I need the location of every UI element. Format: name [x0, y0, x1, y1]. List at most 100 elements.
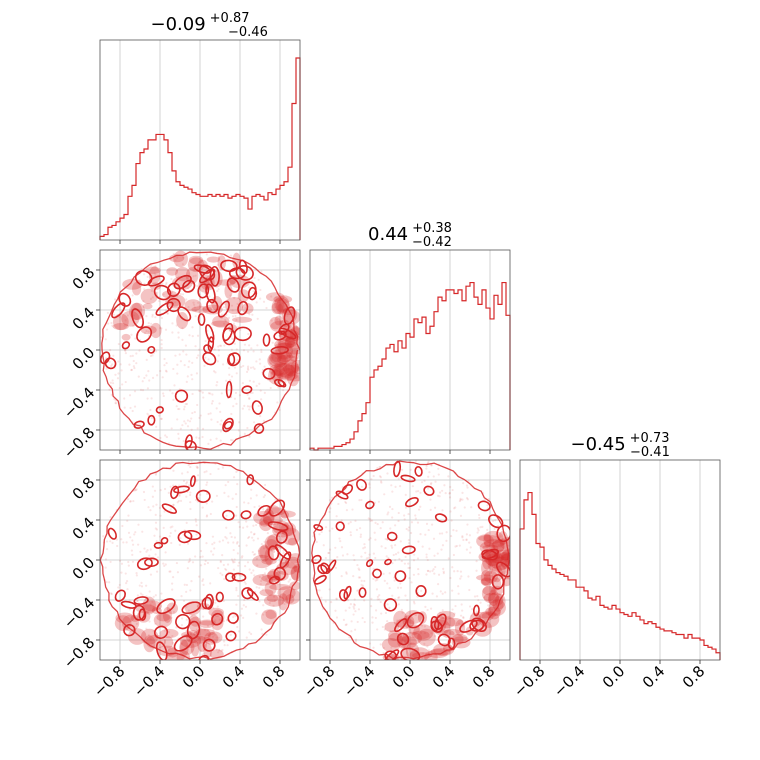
- sample-point: [215, 636, 218, 639]
- sample-point: [227, 541, 230, 544]
- sample-point: [244, 307, 247, 310]
- sample-point: [449, 576, 452, 580]
- sample-point: [217, 467, 220, 471]
- sample-point: [269, 386, 272, 390]
- contour-level: [251, 400, 263, 415]
- sample-point: [251, 313, 254, 316]
- sample-point: [138, 584, 141, 587]
- sample-point: [237, 630, 241, 633]
- contour-level: [283, 306, 296, 325]
- sample-point: [164, 563, 167, 566]
- density-fill: [483, 592, 500, 604]
- sample-point: [222, 620, 226, 623]
- sample-point: [442, 567, 445, 570]
- sample-point: [487, 608, 490, 611]
- sample-point: [169, 389, 172, 392]
- sample-point: [417, 540, 420, 543]
- sample-point: [175, 324, 178, 327]
- sample-point: [247, 536, 250, 540]
- sample-point: [276, 369, 279, 372]
- sample-point: [216, 605, 219, 608]
- density-fill: [481, 576, 493, 587]
- sample-point: [379, 643, 382, 646]
- sample-point: [357, 608, 361, 611]
- contour-level: [277, 379, 287, 388]
- sample-point: [232, 476, 236, 479]
- sample-point: [175, 264, 178, 267]
- sample-point: [262, 495, 265, 499]
- sample-point: [183, 420, 186, 423]
- sample-point: [162, 394, 165, 398]
- sample-point: [439, 611, 442, 614]
- sample-point: [427, 649, 431, 652]
- y-tick-labels: −0.8−0.40.00.40.8−0.8−0.40.00.40.8: [60, 264, 98, 672]
- sample-point: [403, 514, 406, 517]
- sample-point: [190, 447, 193, 450]
- sample-point: [219, 423, 222, 426]
- sample-point: [407, 566, 410, 570]
- density-fill: [269, 316, 282, 330]
- sample-point: [218, 540, 221, 543]
- sample-point: [134, 337, 137, 340]
- sample-point: [120, 369, 123, 372]
- sample-point: [260, 523, 263, 527]
- sample-point: [188, 557, 191, 560]
- sample-point: [260, 628, 263, 631]
- sample-point: [148, 590, 151, 593]
- sample-point: [235, 402, 238, 405]
- sample-point: [175, 626, 178, 629]
- sample-point: [189, 632, 193, 636]
- sample-point: [369, 537, 372, 540]
- sample-point: [487, 604, 490, 607]
- density-fill: [393, 610, 408, 628]
- contour-level: [372, 568, 382, 579]
- density-fill: [497, 563, 506, 578]
- density-fill: [483, 533, 492, 548]
- title-var1: −0.09 +0.87: [150, 11, 249, 35]
- sample-point: [179, 499, 183, 503]
- sample-point: [198, 389, 201, 392]
- sample-point: [243, 598, 246, 602]
- density-fill: [480, 578, 493, 586]
- sample-point: [126, 314, 130, 317]
- sample-point: [386, 538, 389, 541]
- sample-point: [199, 493, 202, 496]
- density-fill: [184, 299, 202, 312]
- sample-point: [441, 592, 444, 595]
- contour-level: [327, 559, 337, 573]
- contour-level: [136, 326, 153, 343]
- contour-level: [181, 601, 202, 615]
- contour-level: [203, 344, 213, 354]
- sample-point: [125, 582, 128, 585]
- sample-point: [137, 523, 140, 526]
- sample-point: [243, 404, 246, 407]
- sample-point: [182, 256, 185, 259]
- sample-point: [465, 533, 468, 536]
- sample-point: [138, 279, 141, 282]
- contour-level: [472, 604, 480, 617]
- sample-point: [338, 537, 341, 540]
- contour-level: [226, 277, 240, 293]
- sample-point: [152, 595, 155, 598]
- sample-point: [214, 619, 217, 622]
- sample-point: [391, 594, 394, 597]
- sample-point: [192, 301, 195, 304]
- sample-point: [129, 406, 132, 410]
- contour-level: [153, 284, 172, 301]
- sample-point: [230, 375, 234, 378]
- sample-point: [276, 523, 280, 526]
- sample-point: [148, 379, 151, 382]
- sample-point: [252, 350, 255, 353]
- sample-point: [350, 620, 353, 623]
- sample-point: [139, 550, 142, 553]
- sample-point: [410, 581, 413, 584]
- density-fill: [274, 362, 287, 370]
- sample-point: [428, 471, 431, 474]
- sample-point: [284, 368, 288, 371]
- sample-point: [111, 379, 114, 382]
- contour-level: [201, 596, 213, 610]
- sample-point: [369, 519, 372, 522]
- sample-point: [258, 382, 261, 385]
- sample-point: [413, 602, 416, 605]
- sample-point: [463, 506, 466, 509]
